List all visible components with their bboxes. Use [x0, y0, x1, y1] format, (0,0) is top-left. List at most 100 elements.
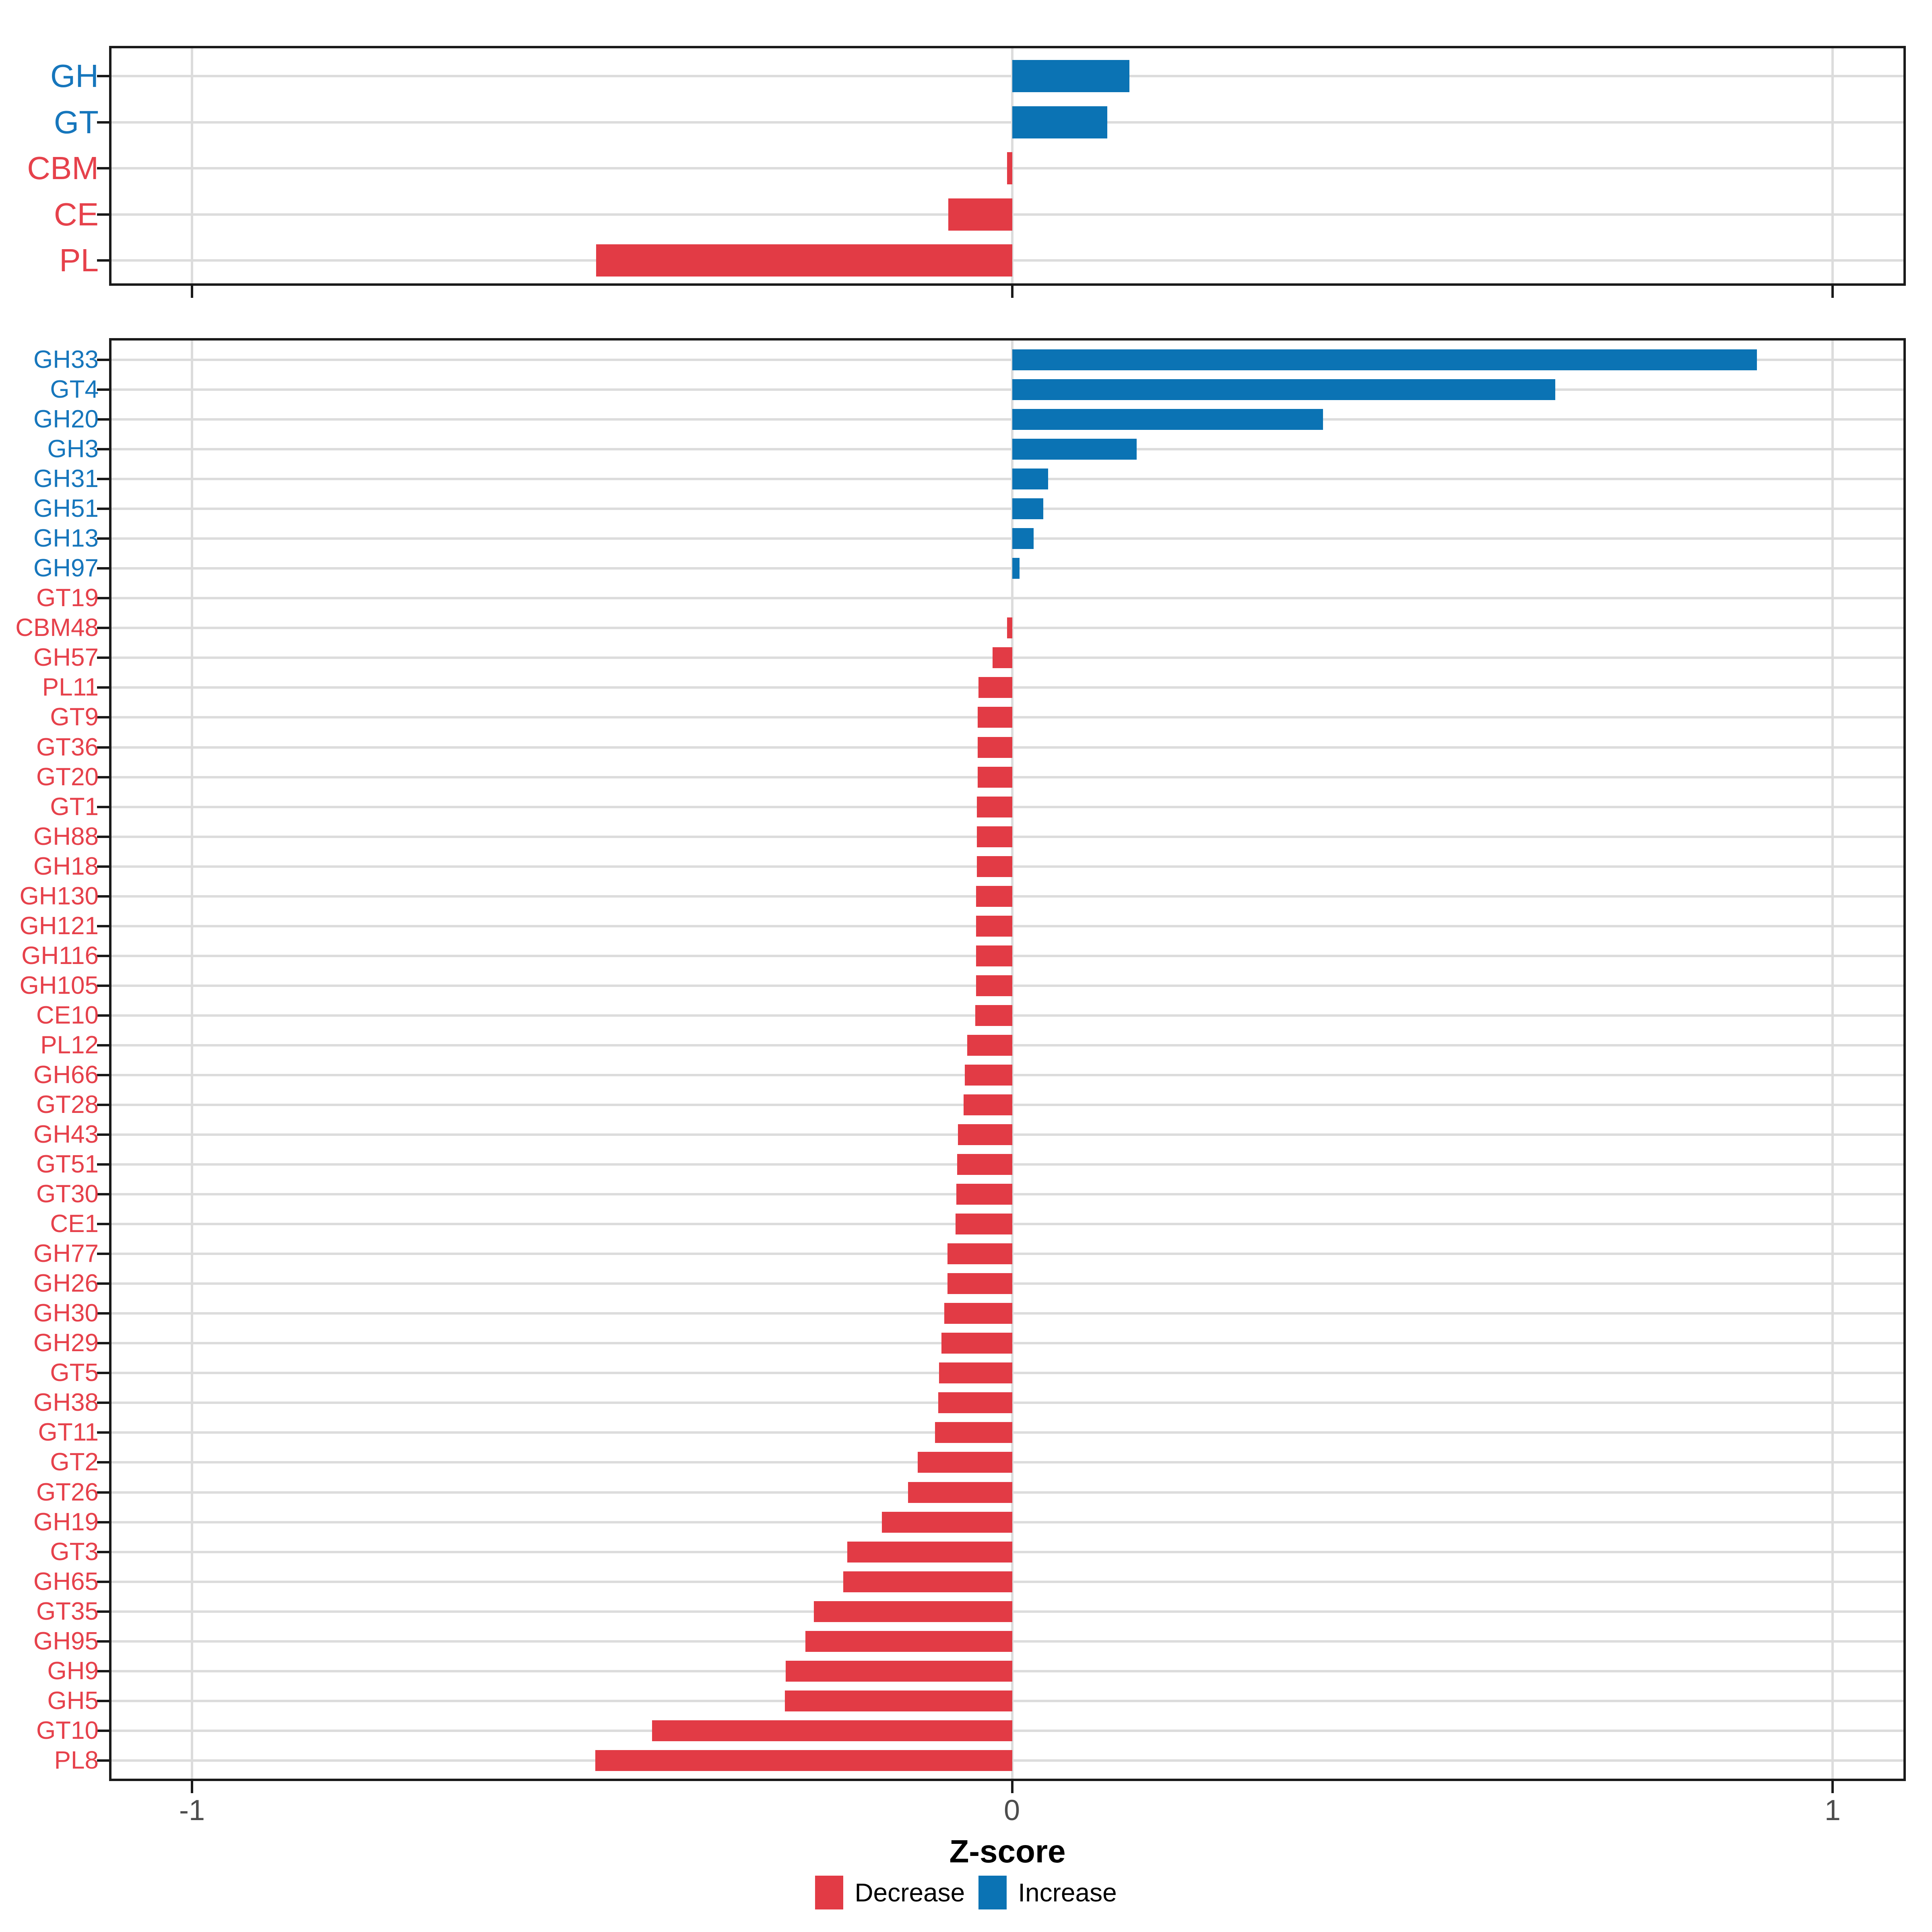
- category-label-GH19: GH19: [33, 1508, 99, 1536]
- bar-GT11: [935, 1422, 1012, 1443]
- y-axis-tick: [97, 1431, 109, 1434]
- category-label-GH33: GH33: [33, 346, 99, 374]
- bar-GH: [1012, 60, 1130, 92]
- category-label-PL8: PL8: [54, 1746, 99, 1774]
- y-axis-tick: [97, 954, 109, 957]
- bar-GH43: [958, 1124, 1012, 1146]
- bar-GT2: [918, 1452, 1012, 1473]
- horizontal-gridline: [111, 388, 1903, 391]
- vertical-gridline: [1831, 341, 1834, 1779]
- bar-GT30: [956, 1184, 1012, 1205]
- y-axis-tick: [97, 213, 109, 216]
- bar-GH26: [947, 1273, 1012, 1294]
- bar-GH33: [1012, 349, 1757, 370]
- bar-GH105: [976, 975, 1012, 996]
- bar-PL12: [967, 1034, 1012, 1056]
- y-axis-tick: [97, 1223, 109, 1226]
- bar-GH57: [992, 647, 1012, 669]
- bar-GT9: [978, 707, 1012, 728]
- legend-entry-decrease: Decrease: [815, 1876, 965, 1909]
- y-axis-tick: [97, 835, 109, 838]
- bar-GH51: [1012, 498, 1044, 520]
- category-label-GH31: GH31: [33, 465, 99, 493]
- bar-GH29: [941, 1333, 1012, 1354]
- bar-GH38: [938, 1392, 1012, 1414]
- category-label-GT20: GT20: [36, 763, 99, 791]
- category-label-GT9: GT9: [50, 703, 99, 731]
- horizontal-gridline: [111, 448, 1903, 451]
- y-axis-tick: [97, 805, 109, 808]
- category-label-GH97: GH97: [33, 554, 99, 582]
- category-label-GT26: GT26: [36, 1478, 99, 1506]
- bar-GH13: [1012, 528, 1034, 549]
- x-tick-label-zero: 0: [1003, 1794, 1020, 1827]
- bar-CBM48: [1007, 617, 1012, 639]
- y-axis-tick: [97, 1610, 109, 1613]
- y-axis-tick: [97, 1759, 109, 1762]
- bar-GT20: [978, 766, 1012, 788]
- horizontal-gridline: [111, 121, 1903, 124]
- bar-GT4: [1012, 379, 1555, 400]
- horizontal-gridline: [111, 508, 1903, 510]
- bar-GH65: [843, 1571, 1012, 1592]
- horizontal-gridline: [111, 478, 1903, 481]
- x-axis-tick: [190, 1781, 193, 1793]
- category-label-GT28: GT28: [36, 1091, 99, 1119]
- y-axis-tick: [97, 1670, 109, 1672]
- bar-GT10: [652, 1720, 1012, 1741]
- category-label-GH105: GH105: [19, 971, 99, 999]
- legend-label-decrease: Decrease: [855, 1878, 965, 1907]
- y-axis-tick: [97, 478, 109, 481]
- category-label-GT10: GT10: [36, 1716, 99, 1744]
- y-axis-tick: [97, 508, 109, 510]
- bar-GT3: [847, 1541, 1012, 1563]
- horizontal-gridline: [111, 75, 1903, 77]
- category-label-GH95: GH95: [33, 1627, 99, 1655]
- category-label-PL: PL: [59, 242, 99, 278]
- horizontal-gridline: [111, 418, 1903, 421]
- y-axis-tick: [97, 1104, 109, 1106]
- increase-swatch-icon: [978, 1876, 1007, 1909]
- bar-GH3: [1012, 439, 1137, 460]
- y-axis-tick: [97, 448, 109, 451]
- y-axis-tick: [97, 1491, 109, 1494]
- category-label-CBM48: CBM48: [15, 614, 99, 642]
- horizontal-gridline: [111, 597, 1903, 600]
- y-axis-tick: [97, 1342, 109, 1345]
- legend-entry-increase: Increase: [978, 1876, 1117, 1909]
- bar-PL: [596, 244, 1012, 277]
- bar-GT5: [939, 1362, 1012, 1384]
- bar-GH66: [964, 1064, 1012, 1086]
- y-axis-tick: [97, 716, 109, 719]
- category-label-GH13: GH13: [33, 524, 99, 553]
- x-tick-label-neg1: -1: [179, 1794, 205, 1827]
- bottom-panel: [109, 338, 1906, 1781]
- category-label-GT36: GT36: [36, 733, 99, 761]
- category-label-GT11: GT11: [38, 1418, 99, 1447]
- category-label-GT30: GT30: [36, 1180, 99, 1208]
- y-axis-tick: [97, 1580, 109, 1583]
- decrease-swatch-icon: [815, 1876, 844, 1909]
- bar-PL8: [595, 1750, 1012, 1771]
- legend: Decrease Increase: [0, 1872, 1932, 1913]
- category-label-PL12: PL12: [40, 1031, 99, 1059]
- y-axis-tick: [97, 1014, 109, 1017]
- y-axis-tick: [97, 1163, 109, 1166]
- bar-CE1: [956, 1214, 1012, 1235]
- category-label-GH43: GH43: [33, 1121, 99, 1149]
- vertical-gridline: [190, 48, 193, 283]
- y-axis-tick: [97, 746, 109, 749]
- category-label-GT51: GT51: [36, 1150, 99, 1179]
- y-axis-tick: [97, 984, 109, 987]
- y-axis-tick: [97, 1640, 109, 1643]
- bar-GH88: [977, 826, 1012, 847]
- bar-GH121: [976, 915, 1012, 937]
- y-axis-tick: [97, 925, 109, 927]
- bar-GT28: [964, 1094, 1012, 1115]
- y-axis-tick: [97, 776, 109, 778]
- category-label-GH30: GH30: [33, 1299, 99, 1327]
- category-label-GT: GT: [54, 104, 99, 140]
- y-axis-tick: [97, 895, 109, 898]
- category-label-GH130: GH130: [19, 882, 99, 910]
